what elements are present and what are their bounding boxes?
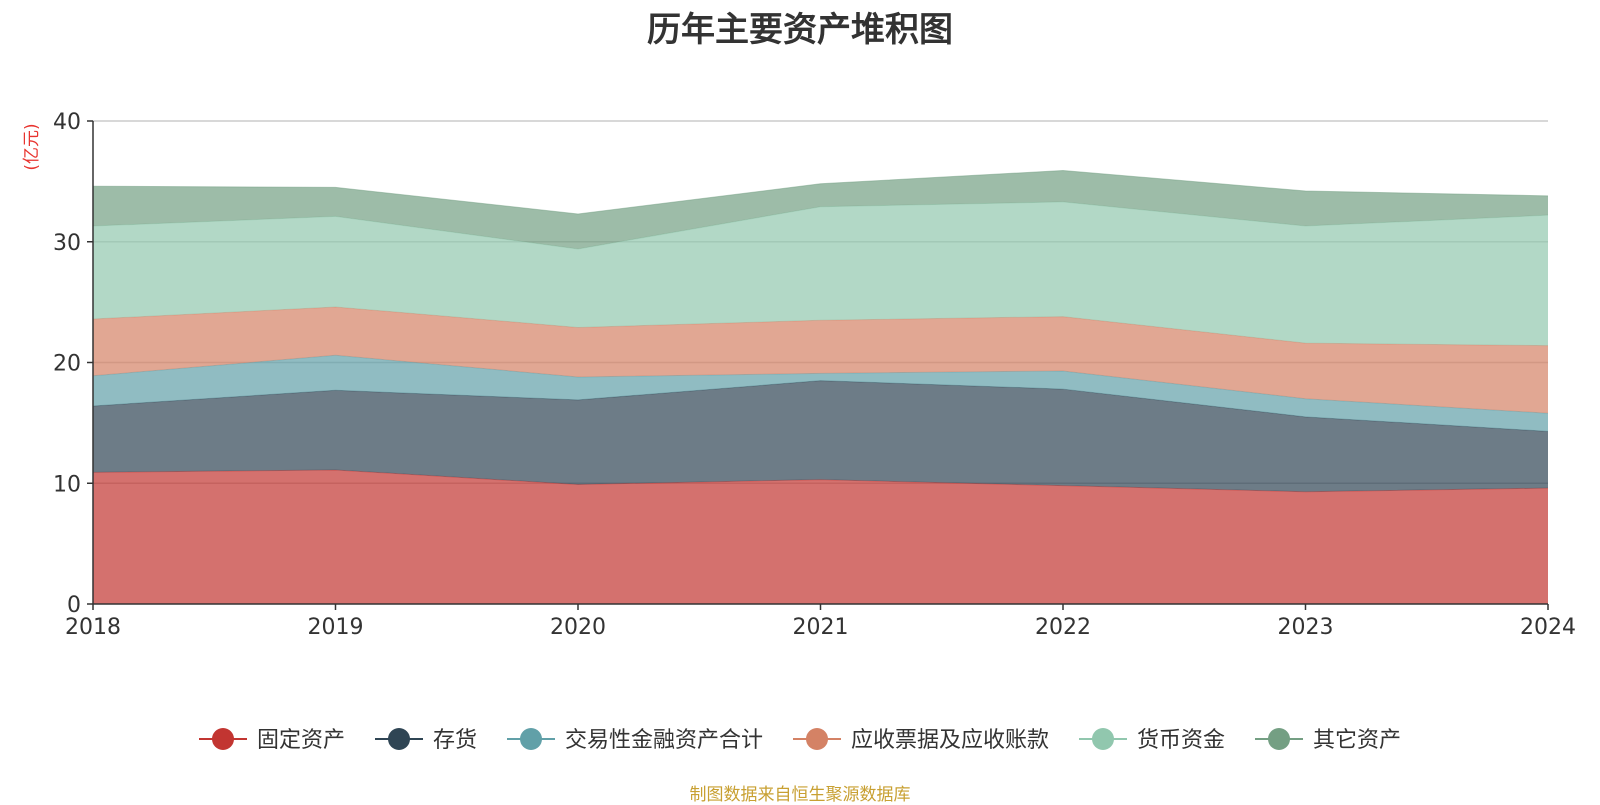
y-tick-label: 30: [53, 231, 81, 256]
legend-label: 存货: [433, 728, 477, 753]
legend-label: 交易性金融资产合计: [565, 728, 763, 753]
y-axis-label: (亿元): [22, 123, 42, 170]
legend-marker-icon: [212, 728, 234, 750]
series-line-5: [92, 170, 1549, 215]
y-tick-label: 40: [53, 110, 81, 135]
legend-item-0[interactable]: 固定资产: [199, 728, 345, 753]
legend-item-3[interactable]: 应收票据及应收账款: [793, 728, 1049, 753]
chart-title: 历年主要资产堆积图: [647, 10, 953, 50]
legend-item-2[interactable]: 交易性金融资产合计: [507, 728, 763, 753]
legend-label: 其它资产: [1313, 728, 1401, 753]
area-series-5: [93, 170, 1548, 249]
legend-item-4[interactable]: 货币资金: [1079, 728, 1225, 753]
legend-marker-icon: [1092, 728, 1114, 750]
area-series-4: [93, 201, 1548, 346]
y-tick-label: 20: [53, 352, 81, 377]
legend-marker-icon: [806, 728, 828, 750]
x-tick-label: 2023: [1278, 615, 1334, 640]
axes: 0 10 20 30 40 2018 2019 2020 2021 2022 2023 2024: [53, 110, 1576, 640]
area-series-2: [93, 355, 1548, 432]
legend-label: 固定资产: [257, 728, 345, 753]
area-series-3: [93, 306, 1548, 414]
legend-marker-icon: [388, 728, 410, 750]
data-source-note: 制图数据来自恒生聚源数据库: [689, 785, 911, 805]
legend-label: 应收票据及应收账款: [851, 728, 1049, 753]
area-series-0: [93, 469, 1548, 604]
area-series-layer: [92, 170, 1549, 604]
x-tick-label: 2020: [550, 615, 606, 640]
legend-marker-icon: [1268, 728, 1290, 750]
legend: 固定资产 存货 交易性金融资产合计 应收票据及应收账款 货币资金 其它资产: [199, 728, 1401, 753]
legend-item-1[interactable]: 存货: [375, 728, 477, 753]
y-tick-label: 0: [67, 593, 81, 618]
legend-marker-icon: [520, 728, 542, 750]
legend-label: 货币资金: [1137, 728, 1225, 753]
x-tick-label: 2022: [1035, 615, 1091, 640]
x-tick-label: 2021: [793, 615, 849, 640]
x-tick-label: 2024: [1520, 615, 1576, 640]
x-tick-label: 2018: [65, 615, 121, 640]
area-series-1: [93, 380, 1548, 492]
y-tick-label: 10: [53, 472, 81, 497]
x-tick-label: 2019: [308, 615, 364, 640]
legend-item-5[interactable]: 其它资产: [1255, 728, 1401, 753]
